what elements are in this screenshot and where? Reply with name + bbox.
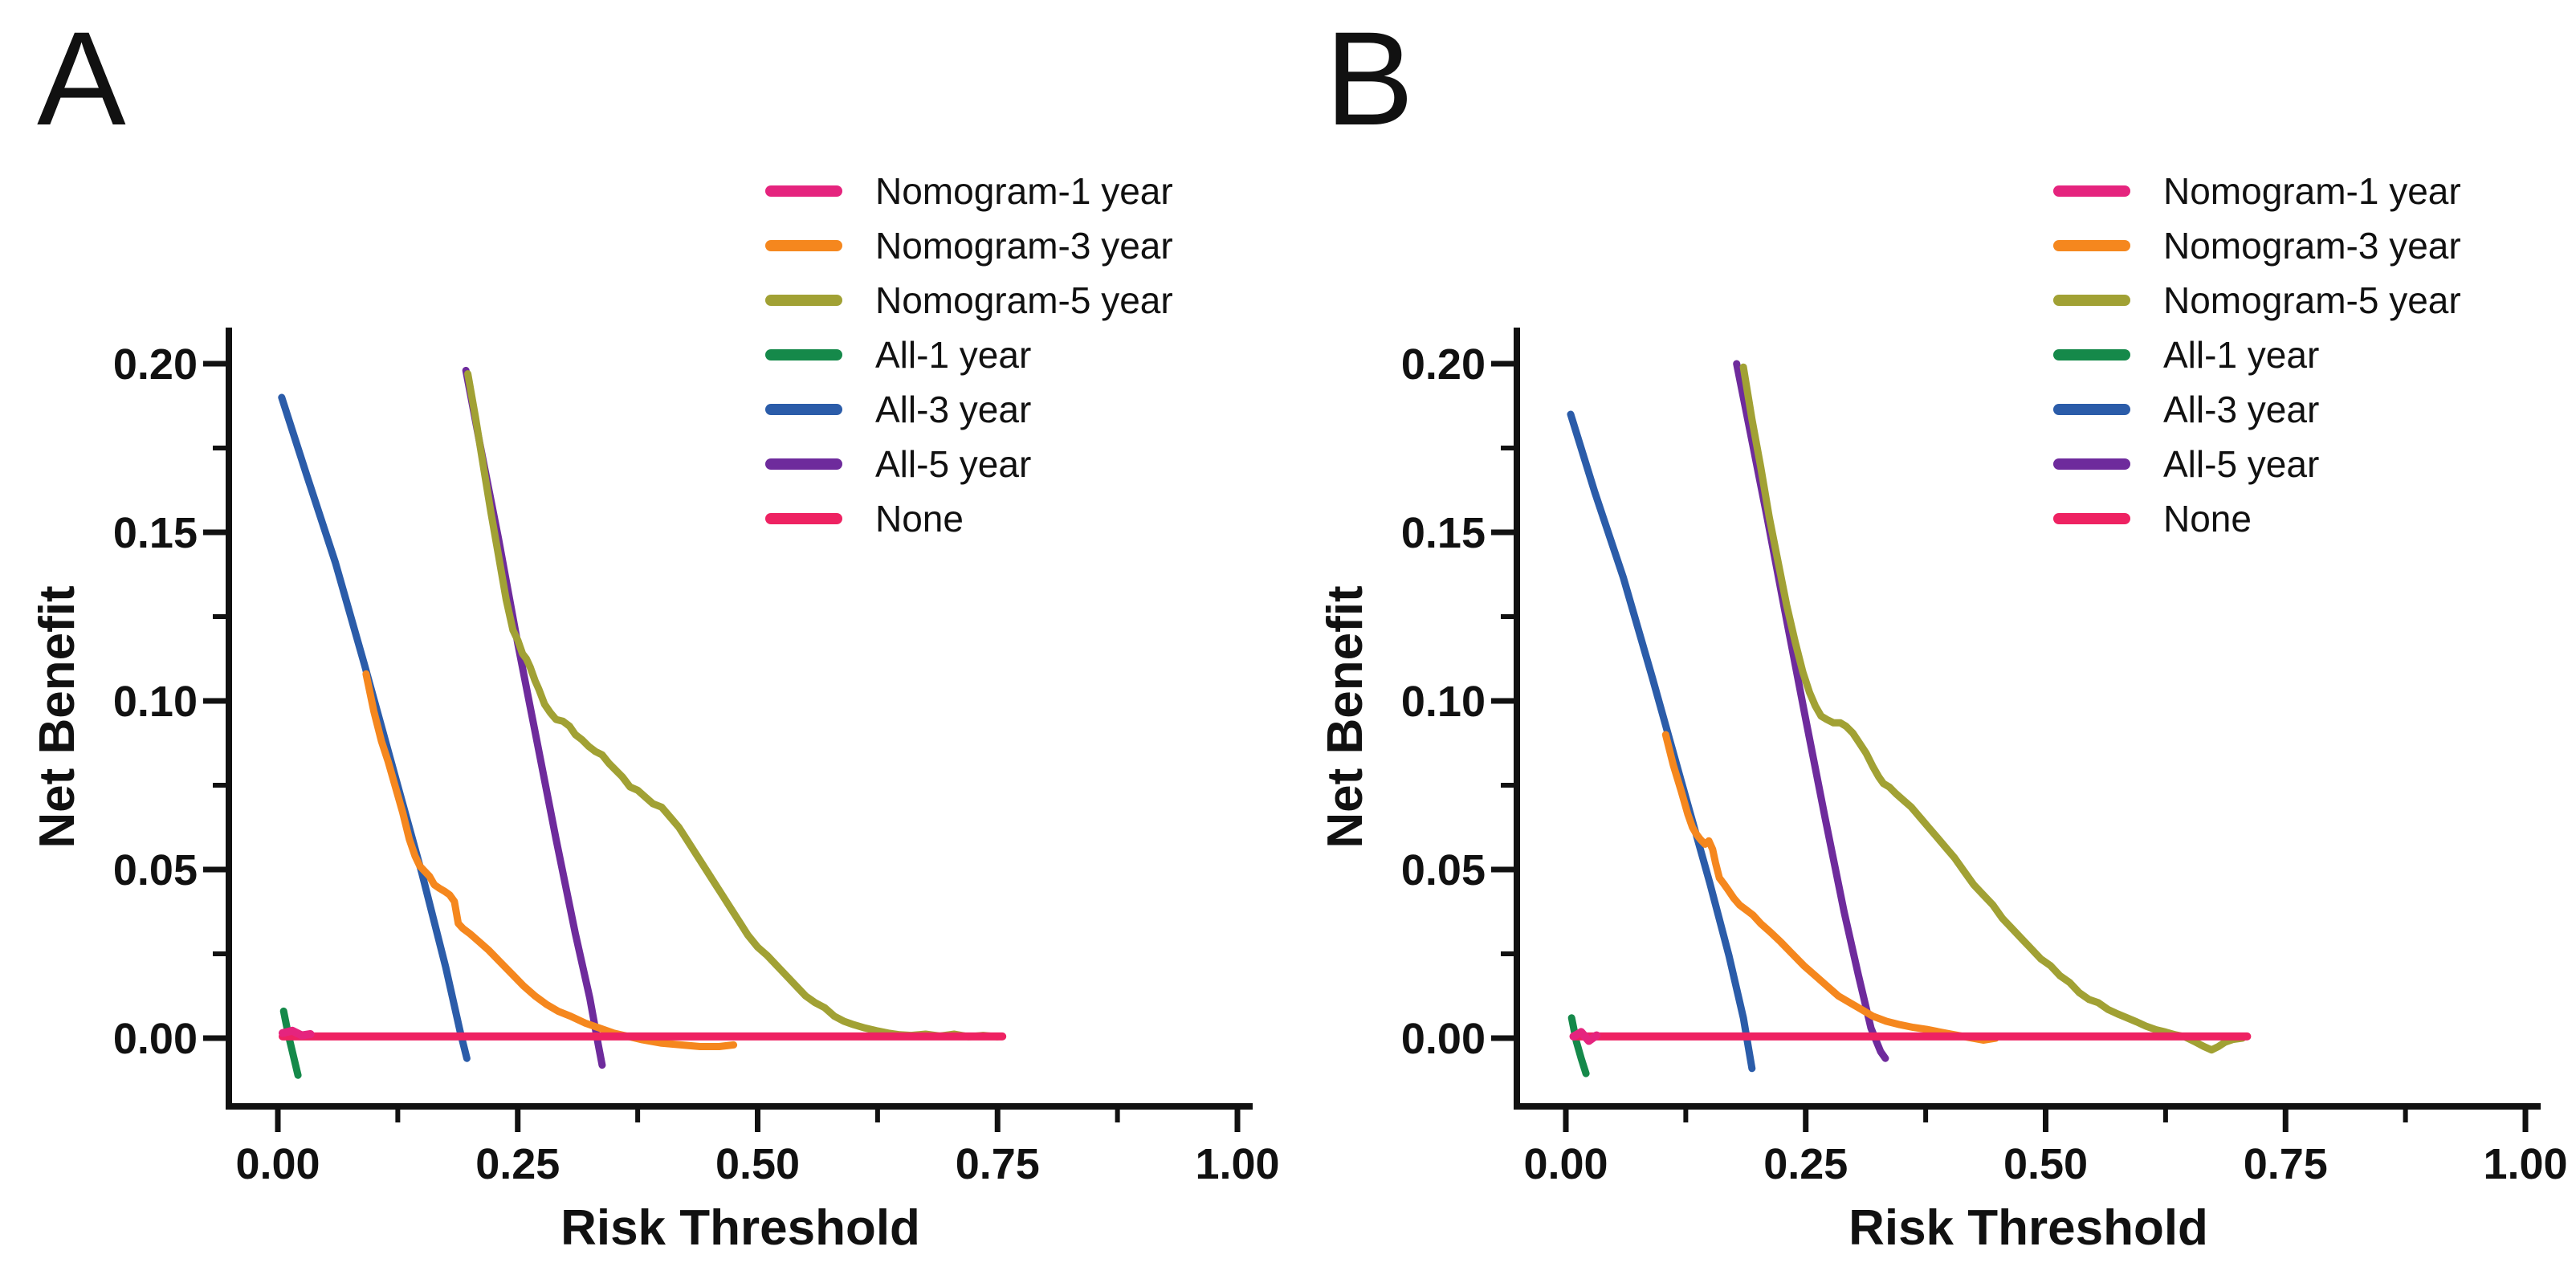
x-tick-label: 0.00 [1523, 1140, 1608, 1188]
y-tick-label: 0.00 [113, 1015, 198, 1063]
legend-label: All-3 year [875, 389, 1031, 430]
y-tick-label: 0.00 [1401, 1015, 1486, 1063]
y-tick-label: 0.05 [113, 846, 198, 894]
legend-swatch [2053, 458, 2130, 470]
legend-swatch [2053, 240, 2130, 251]
legend-label: None [2163, 498, 2252, 540]
dca-plot-b: 0.00 0.05 0.10 0.15 0.20 0.00 0.25 0.50 0.75 1.00… [1318, 170, 2568, 1256]
y-axis-title: Net Benefit [30, 585, 85, 848]
legend-label: None [875, 498, 964, 540]
legend-label: Nomogram-3 year [875, 225, 1173, 267]
curve-all-1-year [1567, 1014, 1590, 1077]
curve-all-3-year [1567, 410, 1756, 1073]
axis-frame [226, 328, 1253, 1110]
y-tick-label: 0.10 [113, 678, 198, 726]
curve-nomogram-5-year [464, 370, 1001, 1041]
axis-frame [1514, 328, 2541, 1110]
legend-label: All-5 year [2163, 443, 2319, 485]
legend-item: Nomogram-3 year [2053, 225, 2461, 267]
y-tick-label: 0.10 [1401, 678, 1486, 726]
legend-item: All-1 year [2053, 334, 2319, 376]
legend-item: Nomogram-3 year [765, 225, 1173, 267]
legend-label: Nomogram-1 year [875, 170, 1173, 212]
legend-swatch [765, 349, 842, 360]
y-axis-title: Net Benefit [1318, 585, 1373, 848]
legend-swatch [2053, 404, 2130, 415]
x-axis-title: Risk Threshold [560, 1200, 920, 1256]
legend-item: None [765, 498, 964, 540]
legend-item: Nomogram-1 year [765, 170, 1173, 212]
x-tick-label: 0.75 [956, 1140, 1040, 1188]
legend-item: Nomogram-5 year [765, 279, 1173, 321]
legend-swatch [765, 295, 842, 306]
panel-a-label: A [37, 5, 126, 153]
y-tick-label: 0.20 [1401, 340, 1486, 389]
legend-item: Nomogram-5 year [2053, 279, 2461, 321]
legend-swatch [765, 458, 842, 470]
y-tick-label: 0.20 [113, 340, 198, 389]
legend-swatch [765, 513, 842, 524]
x-tick-label: 0.25 [475, 1140, 560, 1188]
legend-swatch [2053, 295, 2130, 306]
panel-a: A 0.00 0.05 0.10 0.15 0.20 0.00 0.25 0.50 0.75 1.… [30, 5, 1280, 1257]
legend-label: Nomogram-5 year [2163, 279, 2461, 321]
legend-item: All-5 year [2053, 443, 2319, 485]
legend-item: Nomogram-1 year [2053, 170, 2461, 212]
y-tick-label: 0.15 [1401, 509, 1486, 557]
legend-label: All-5 year [875, 443, 1031, 485]
dca-plot-a: 0.00 0.05 0.10 0.15 0.20 0.00 0.25 0.50 0.75 1.00… [30, 170, 1280, 1256]
curve-nomogram-1-year [279, 1026, 315, 1040]
legend-label: All-1 year [875, 334, 1031, 376]
legend-swatch [2053, 513, 2130, 524]
curve-nomogram-5-year [1739, 363, 2246, 1054]
legend-label: Nomogram-1 year [2163, 170, 2461, 212]
x-axis-title: Risk Threshold [1848, 1200, 2208, 1256]
legend-item: None [2053, 498, 2252, 540]
legend-label: Nomogram-3 year [2163, 225, 2461, 267]
x-tick-label: 1.00 [1195, 1140, 1279, 1188]
panel-b-label: B [1325, 5, 1414, 153]
legend-swatch [2053, 185, 2130, 197]
legend-swatch [765, 240, 842, 251]
x-tick-label: 1.00 [2483, 1140, 2567, 1188]
legend-label: All-3 year [2163, 389, 2319, 430]
curve-nomogram-1-year [1569, 1028, 1601, 1045]
x-tick-label: 0.75 [2244, 1140, 2328, 1188]
legend-swatch [765, 185, 842, 197]
curve-all-3-year [278, 393, 471, 1062]
y-tick-label: 0.05 [1401, 846, 1486, 894]
legend-swatch [2053, 349, 2130, 360]
curve-all-1-year [279, 1007, 302, 1079]
x-tick-label: 0.00 [235, 1140, 320, 1188]
legend-label: Nomogram-5 year [875, 279, 1173, 321]
legend-swatch [765, 404, 842, 415]
legend-item: All-1 year [765, 334, 1031, 376]
legend-item: All-3 year [765, 389, 1031, 430]
x-tick-label: 0.25 [1763, 1140, 1848, 1188]
x-tick-label: 0.50 [2003, 1140, 2088, 1188]
y-tick-label: 0.15 [113, 509, 198, 557]
legend-item: All-3 year [2053, 389, 2319, 430]
legend-item: All-5 year [765, 443, 1031, 485]
x-tick-label: 0.50 [715, 1140, 800, 1188]
panel-b: B 0.00 0.05 0.10 0.15 0.20 0.00 0.25 0.50 0.75 1.… [1288, 0, 2576, 1279]
curve-nomogram-3-year [1661, 731, 1999, 1044]
legend-label: All-1 year [2163, 334, 2319, 376]
